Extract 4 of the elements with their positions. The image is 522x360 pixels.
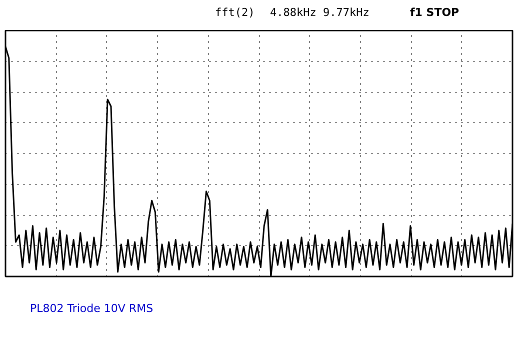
text: PL802 Triode 10V RMS xyxy=(30,301,154,317)
text: f1 STOP xyxy=(410,5,460,21)
chart-title: fft(2) xyxy=(215,5,255,21)
chart-subtitle: 4.88kHz 9.77kHz xyxy=(270,5,370,21)
